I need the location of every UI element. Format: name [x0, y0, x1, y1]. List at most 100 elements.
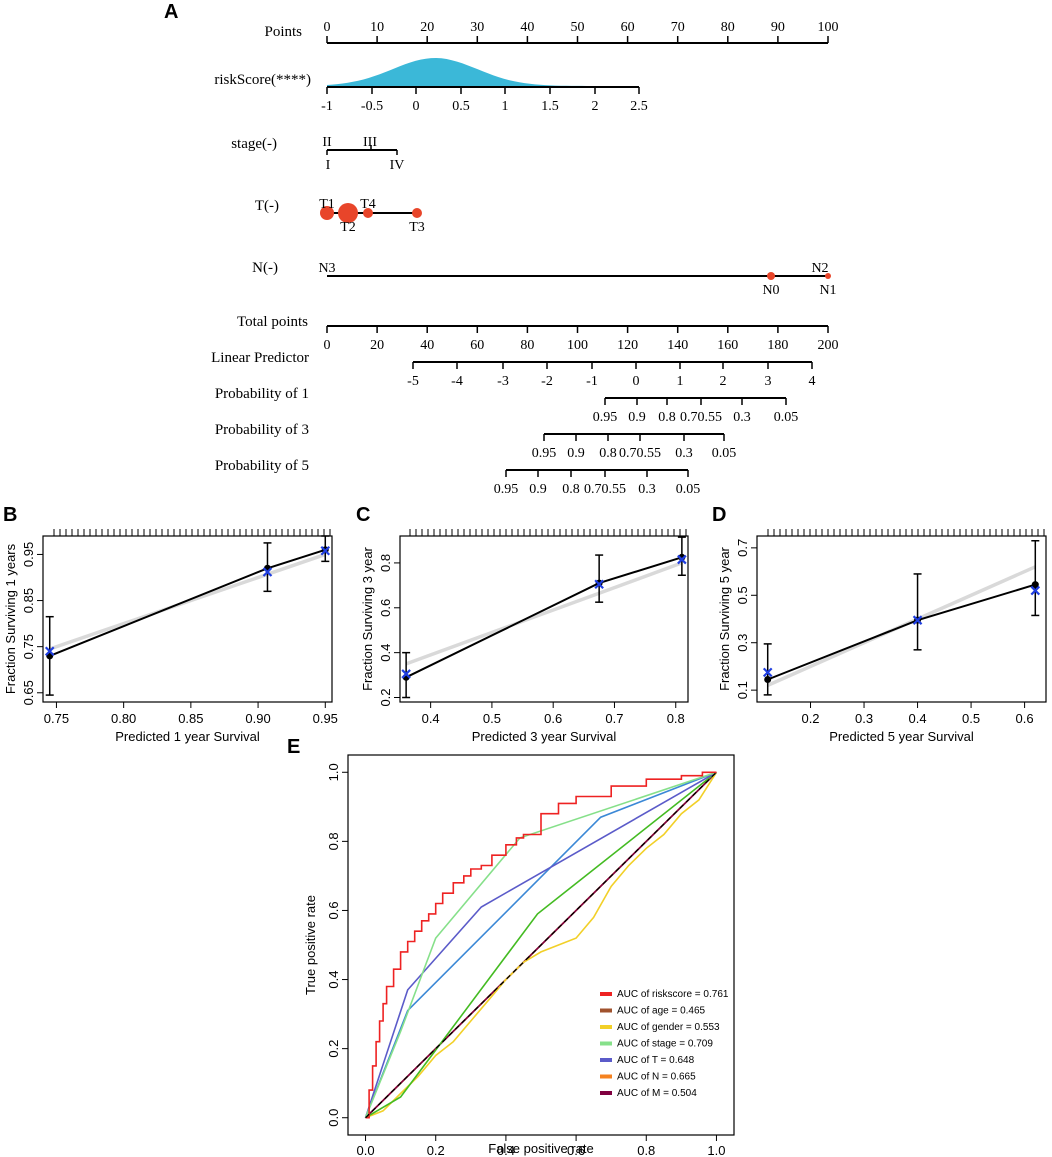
roc-panel: E 0.0 0.2 0.4 0.6 0.8 1.0 0.0 0.2 0.4 0.6 0.8 1.0 Fal…	[287, 736, 735, 1157]
predicted-cross	[401, 669, 411, 679]
tick-label: 180	[767, 338, 788, 353]
N-level-marker	[825, 273, 831, 279]
N-level-marker	[767, 272, 775, 280]
panel-label: B	[3, 504, 17, 526]
tick-label: 200	[818, 338, 839, 353]
tick-label: 0.70.55	[680, 410, 722, 425]
legend-entry: AUC of riskscore = 0.761	[617, 989, 729, 1000]
plot-frame	[756, 535, 1047, 703]
tick-label: 0.5	[452, 99, 470, 114]
tick-label: 0	[324, 20, 331, 35]
riskscore-density	[327, 58, 639, 86]
tick-label: 0	[413, 99, 420, 114]
N-level: N3	[318, 261, 335, 276]
tick-label: 40	[420, 338, 434, 353]
tick-label: 90	[771, 20, 785, 35]
stage-level: III	[363, 135, 377, 150]
tick-label: 0.05	[774, 410, 799, 425]
T-level-marker	[363, 208, 373, 218]
tick-label: 0.95	[494, 482, 519, 497]
nomogram-panel: A Points riskScore(****) stage(-) T(-) N(-) To…	[164, 1, 839, 497]
observed-point	[764, 675, 772, 683]
N-level: N1	[819, 283, 836, 298]
tick-label: 70	[671, 20, 685, 35]
tick-label: 100	[567, 338, 588, 353]
tick-label: 0.3	[733, 410, 751, 425]
y-tick-label: 1.0	[326, 763, 341, 781]
tick-label: 60	[621, 20, 635, 35]
predicted-cross	[762, 667, 773, 678]
x-tick-label: 1.0	[707, 1143, 725, 1157]
tick-label: -1	[321, 99, 333, 114]
tick-label: 0.95	[593, 410, 618, 425]
tick-label: 0.95	[532, 446, 557, 461]
plot-frame	[399, 535, 689, 703]
legend-swatch	[600, 1008, 612, 1013]
y-tick-label: 0.2	[326, 1040, 341, 1058]
panel-label-a: A	[164, 1, 178, 23]
T-level-marker	[320, 206, 334, 220]
tick-label: 0.9	[567, 446, 585, 461]
T-level: T3	[409, 220, 425, 235]
y-tick-label: 0.8	[326, 832, 341, 850]
tick-label: 2	[720, 374, 727, 389]
legend-swatch	[600, 1074, 612, 1079]
reference-diagonal	[365, 771, 717, 1119]
x-tick-label: 0.3	[855, 711, 873, 726]
legend-swatch	[600, 1041, 612, 1046]
tick-label: -2	[541, 374, 553, 389]
tick-label: 0.9	[628, 410, 646, 425]
y-tick-label: 0.75	[21, 634, 36, 659]
tick-label: 0	[324, 338, 331, 353]
y-tick-label: 0.7	[735, 539, 750, 557]
y-tick-label: 0.6	[326, 901, 341, 919]
T-level: T1	[319, 197, 335, 212]
y-tick-label: 0.4	[326, 971, 341, 989]
roc-curve-riskscore	[365, 771, 717, 1119]
y-tick-label: 0.5	[735, 586, 750, 604]
stage-level: II	[322, 135, 332, 150]
x-tick-label: 0.4	[497, 1143, 515, 1157]
tick-label: 1	[502, 99, 509, 114]
x-tick-label: 0.6	[544, 711, 562, 726]
tick-label: 0.9	[529, 482, 547, 497]
stage-level: I	[326, 158, 331, 173]
y-axis-label: Fraction Surviving 3 year	[360, 546, 375, 690]
y-tick-label: 0.8	[378, 554, 393, 572]
y-tick-label: 0.85	[21, 588, 36, 613]
predicted-cross	[44, 646, 55, 657]
tick-label: -5	[407, 374, 419, 389]
panel-label: C	[356, 504, 370, 526]
row-label: N(-)	[252, 260, 278, 276]
x-axis-label: Predicted 5 year Survival	[829, 729, 974, 744]
tick-label: 0.8	[658, 410, 676, 425]
tick-label: 0.05	[712, 446, 737, 461]
y-tick-label: 0.0	[326, 1109, 341, 1127]
T-level: T4	[360, 197, 376, 212]
tick-label: 10	[370, 20, 384, 35]
tick-label: 60	[470, 338, 484, 353]
T-level-marker	[338, 203, 358, 223]
tick-label: 1	[677, 374, 684, 389]
tick-label: 140	[667, 338, 688, 353]
legend-swatch	[600, 1091, 612, 1095]
row-label: Probability of 1	[215, 386, 309, 402]
N-level: N2	[811, 261, 828, 276]
panel-label: D	[712, 504, 726, 526]
predicted-cross	[677, 554, 687, 565]
x-axis-label: Predicted 1 year Survival	[115, 729, 260, 744]
stage-level: IV	[390, 158, 405, 173]
y-axis-label: True positive rate	[303, 895, 318, 995]
y-tick-label: 0.1	[735, 681, 750, 699]
y-tick-label: 0.3	[735, 634, 750, 652]
x-tick-label: 0.6	[1016, 711, 1034, 726]
row-label: Probability of 3	[215, 422, 309, 438]
y-tick-label: 0.4	[378, 644, 393, 662]
row-label: riskScore(****)	[214, 72, 311, 88]
tick-label: 1.5	[541, 99, 559, 114]
predicted-cross	[594, 579, 604, 590]
x-tick-label: 0.90	[245, 711, 270, 726]
tick-label: 2	[592, 99, 599, 114]
calibration-line	[405, 556, 683, 679]
